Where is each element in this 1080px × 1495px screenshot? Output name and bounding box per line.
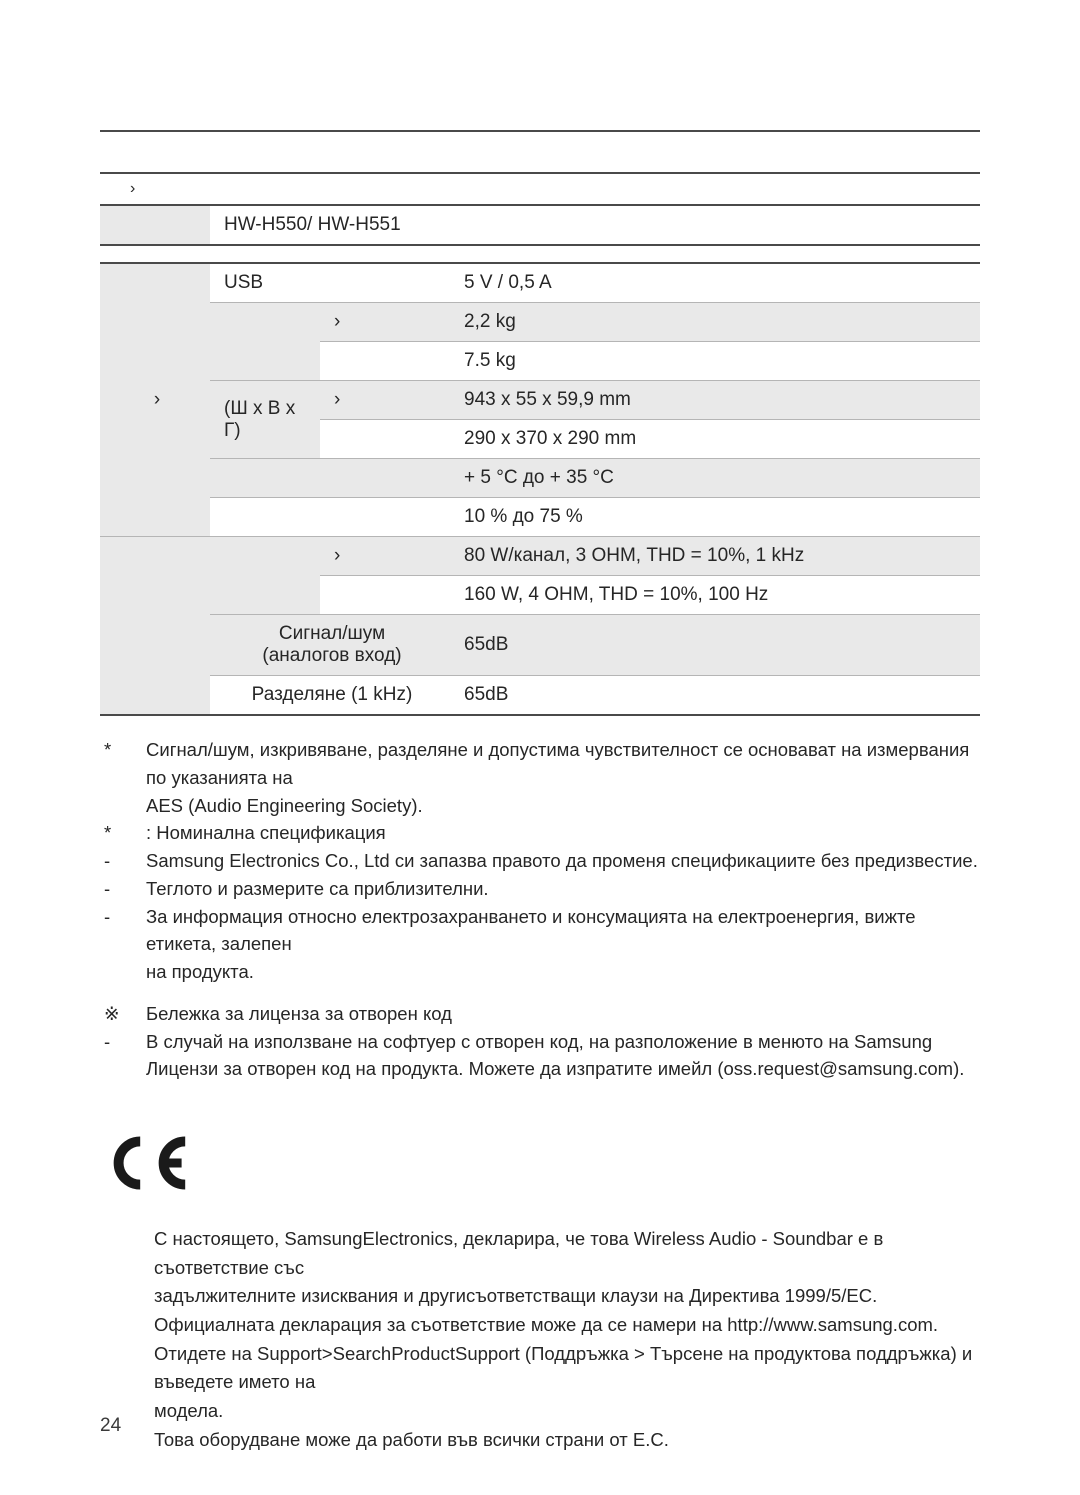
weight-sub: 7.5 kg bbox=[450, 342, 980, 381]
ce-block: С настоящето, SamsungElectronics, деклар… bbox=[100, 1133, 980, 1454]
general-group: › bbox=[100, 263, 210, 537]
notes-block: * Сигнал/шум, изкривяване, разделяне и д… bbox=[100, 736, 980, 1083]
dash1: - bbox=[100, 847, 146, 875]
os-title: Бележка за лиценза за отворен код bbox=[146, 1000, 980, 1028]
dim-label: (Ш x В x Г) bbox=[210, 381, 320, 459]
dash2: - bbox=[100, 875, 146, 903]
dim-sub: 290 x 370 x 290 mm bbox=[450, 420, 980, 459]
amp-arrow: › bbox=[320, 537, 450, 576]
amp-group bbox=[100, 537, 210, 716]
os-mark: ※ bbox=[100, 1000, 146, 1028]
humidity-label bbox=[210, 498, 450, 537]
usb-label: USB bbox=[210, 263, 450, 303]
top-rule bbox=[100, 130, 980, 132]
dash3: - bbox=[100, 903, 146, 986]
note2-line: : Номинална спецификация bbox=[146, 819, 980, 847]
dim-main: 943 x 55 x 59,9 mm bbox=[450, 381, 980, 420]
usb-value: 5 V / 0,5 A bbox=[450, 263, 980, 303]
amp-sub-label bbox=[320, 576, 450, 615]
dim-arrow: › bbox=[320, 381, 450, 420]
weight-sub-label bbox=[320, 342, 450, 381]
ce-mark-icon bbox=[106, 1133, 196, 1199]
page-number: 24 bbox=[100, 1415, 121, 1437]
amp-sub: 160 W, 4 OHM, THD = 10%, 100 Hz bbox=[450, 576, 980, 615]
note2-mark: * bbox=[100, 819, 146, 847]
dim-sub-label bbox=[320, 420, 450, 459]
note4-line: Теглото и размерите са приблизителни. bbox=[146, 875, 980, 903]
model-label-cell bbox=[100, 205, 210, 245]
section-arrow: › bbox=[130, 174, 135, 204]
temp-label bbox=[210, 459, 450, 498]
note1-mark: * bbox=[100, 736, 146, 819]
temp-value: + 5 °C до + 35 °C bbox=[450, 459, 980, 498]
note3-line: Samsung Electronics Co., Ltd си запазва … bbox=[146, 847, 980, 875]
weight-main: 2,2 kg bbox=[450, 303, 980, 342]
note1-line2: AES (Audio Engineering Society). bbox=[146, 795, 423, 816]
snr-label: Сигнал/шум(аналогов вход) bbox=[210, 615, 450, 676]
humidity-value: 10 % до 75 % bbox=[450, 498, 980, 537]
snr-value: 65dB bbox=[450, 615, 980, 676]
note5-line2: на продукта. bbox=[146, 961, 254, 982]
amp-label bbox=[210, 537, 320, 615]
spec-table: HW-H550/ HW-H551 › USB 5 V / 0,5 A › 2,2… bbox=[100, 204, 980, 716]
weight-arrow: › bbox=[320, 303, 450, 342]
ce-text: С настоящето, SamsungElectronics, деклар… bbox=[100, 1225, 980, 1454]
os-line: В случай на използване на софтуер с отво… bbox=[146, 1028, 980, 1084]
sep-value: 65dB bbox=[450, 676, 980, 716]
weight-label bbox=[210, 303, 320, 381]
sep-label: Разделяне (1 kHz) bbox=[210, 676, 450, 716]
note1-line1: Сигнал/шум, изкривяване, разделяне и доп… bbox=[146, 739, 969, 788]
note5-line1: За информация относно електрозахранванет… bbox=[146, 906, 916, 955]
model-value: HW-H550/ HW-H551 bbox=[210, 205, 980, 245]
amp-main: 80 W/канал, 3 ОНМ, THD = 10%, 1 kHz bbox=[450, 537, 980, 576]
dash-os: - bbox=[100, 1028, 146, 1084]
section-rule-top bbox=[100, 172, 980, 174]
